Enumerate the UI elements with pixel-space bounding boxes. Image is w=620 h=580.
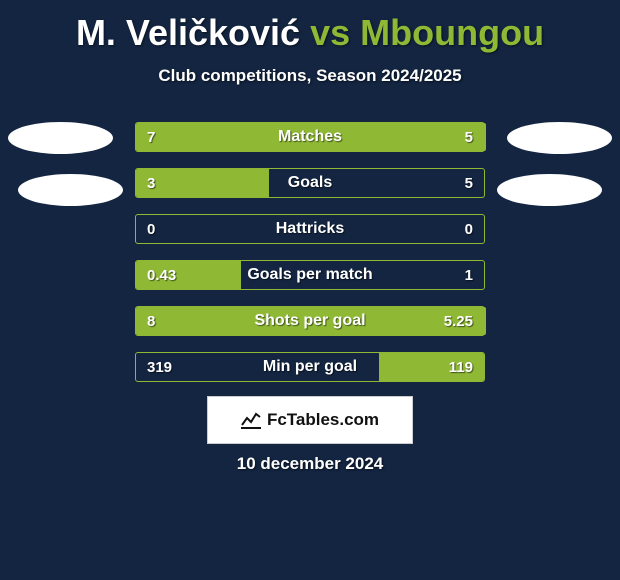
bar-value-left: 3 [147, 168, 155, 198]
bar-label: Goals per match [135, 260, 485, 290]
bar-value-left: 0.43 [147, 260, 176, 290]
player-right-avatar-placeholder-2 [497, 174, 602, 206]
title-vs: vs [310, 12, 350, 53]
player-left-avatar-placeholder-1 [8, 122, 113, 154]
bar-label: Shots per goal [135, 306, 485, 336]
bar-value-right: 5.25 [444, 306, 473, 336]
bar-label: Matches [135, 122, 485, 152]
page-title: M. Veličković vs Mboungou [0, 0, 620, 54]
player-right-avatar-placeholder-1 [507, 122, 612, 154]
bar-value-right: 5 [465, 168, 473, 198]
bar-value-left: 0 [147, 214, 155, 244]
player-left-avatar-placeholder-2 [18, 174, 123, 206]
bar-value-right: 0 [465, 214, 473, 244]
bar-row: Min per goal319 119 [135, 352, 485, 382]
bar-value-left: 319 [147, 352, 172, 382]
bar-value-left: 7 [147, 122, 155, 152]
bar-value-left: 8 [147, 306, 155, 336]
bar-label: Goals [135, 168, 485, 198]
chart-icon [241, 411, 261, 429]
bar-value-right: 5 [465, 122, 473, 152]
bar-label: Min per goal [135, 352, 485, 382]
bar-row: Shots per goal8 5.25 [135, 306, 485, 336]
bar-value-right: 1 [465, 260, 473, 290]
bar-row: Hattricks0 0 [135, 214, 485, 244]
bar-row: Goals per match0.43 1 [135, 260, 485, 290]
bar-value-right: 119 [449, 352, 473, 382]
bar-label: Hattricks [135, 214, 485, 244]
title-left: M. Veličković [76, 12, 300, 53]
date-label: 10 december 2024 [0, 454, 620, 474]
bar-row: Goals3 5 [135, 168, 485, 198]
bar-row: Matches7 5 [135, 122, 485, 152]
brand-text: FcTables.com [267, 410, 379, 430]
title-right: Mboungou [360, 12, 544, 53]
comparison-bars: Matches75Goals35Hattricks00Goals per mat… [135, 122, 485, 398]
brand-badge: FcTables.com [207, 396, 413, 444]
subtitle: Club competitions, Season 2024/2025 [0, 66, 620, 86]
